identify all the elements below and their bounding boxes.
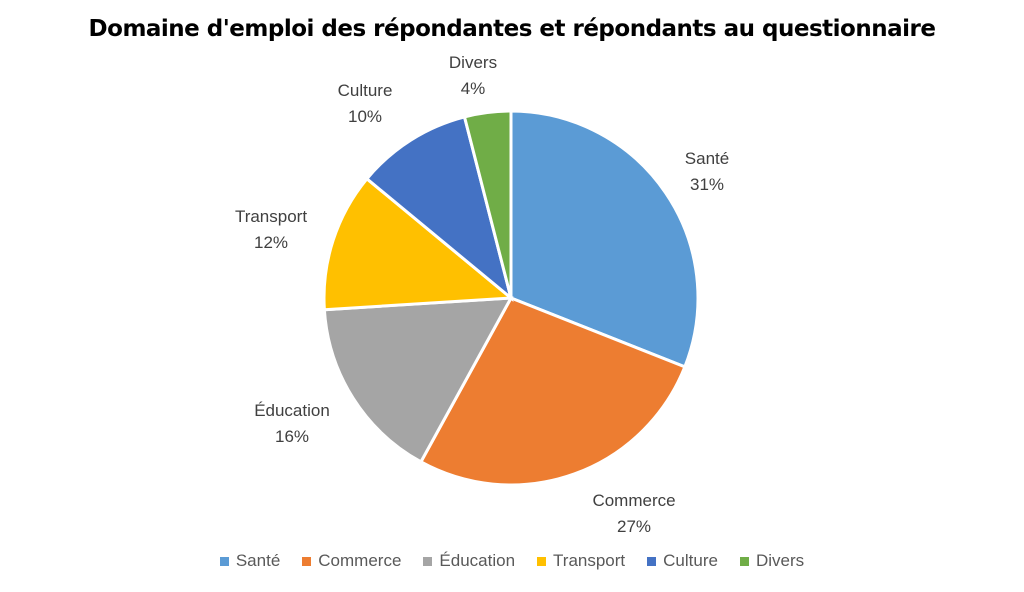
legend-item: Transport [537,551,625,571]
legend-label: Commerce [318,551,402,570]
legend-label: Transport [553,551,626,570]
slice-category-label: Divers [449,53,497,72]
legend-swatch [302,556,312,566]
slice-category-label: Culture [338,81,393,100]
legend-label: Éducation [439,551,516,570]
legend-label: Santé [235,551,281,570]
slice-value-label: 10% [348,107,382,126]
legend-label: Culture [663,551,718,570]
legend-item: Divers [739,551,805,571]
legend-item: Culture [647,551,718,571]
pie-slice-0 [509,109,700,369]
pie-slice-5 [462,109,513,299]
legend-swatch [739,556,749,566]
slice-category-label: Transport [235,207,307,226]
slice-category-label: Commerce [592,491,675,510]
legend-swatch [537,556,547,566]
slice-value-label: 4% [461,79,486,98]
slice-value-label: 12% [254,233,288,252]
pie-slice-2 [322,296,514,464]
legend-item: Santé [219,551,281,571]
legend-item: Commerce [302,551,401,571]
legend: Santé Commerce Éducation Transport Culture Di… [0,551,1024,571]
legend-item: Éducation [423,551,515,571]
slice-category-label: Éducation [254,401,330,420]
slice-value-label: 31% [690,175,724,194]
slice-category-label: Santé [685,149,729,168]
slice-value-label: 16% [275,427,309,446]
legend-label: Divers [755,551,805,570]
slice-value-label: 27% [617,517,651,536]
chart-title: Domaine d'emploi des répondantes et répo… [88,16,936,42]
legend-swatch [423,556,433,566]
pie-slice-3 [322,176,515,312]
legend-swatch [647,556,657,566]
legend-swatch [219,556,229,566]
